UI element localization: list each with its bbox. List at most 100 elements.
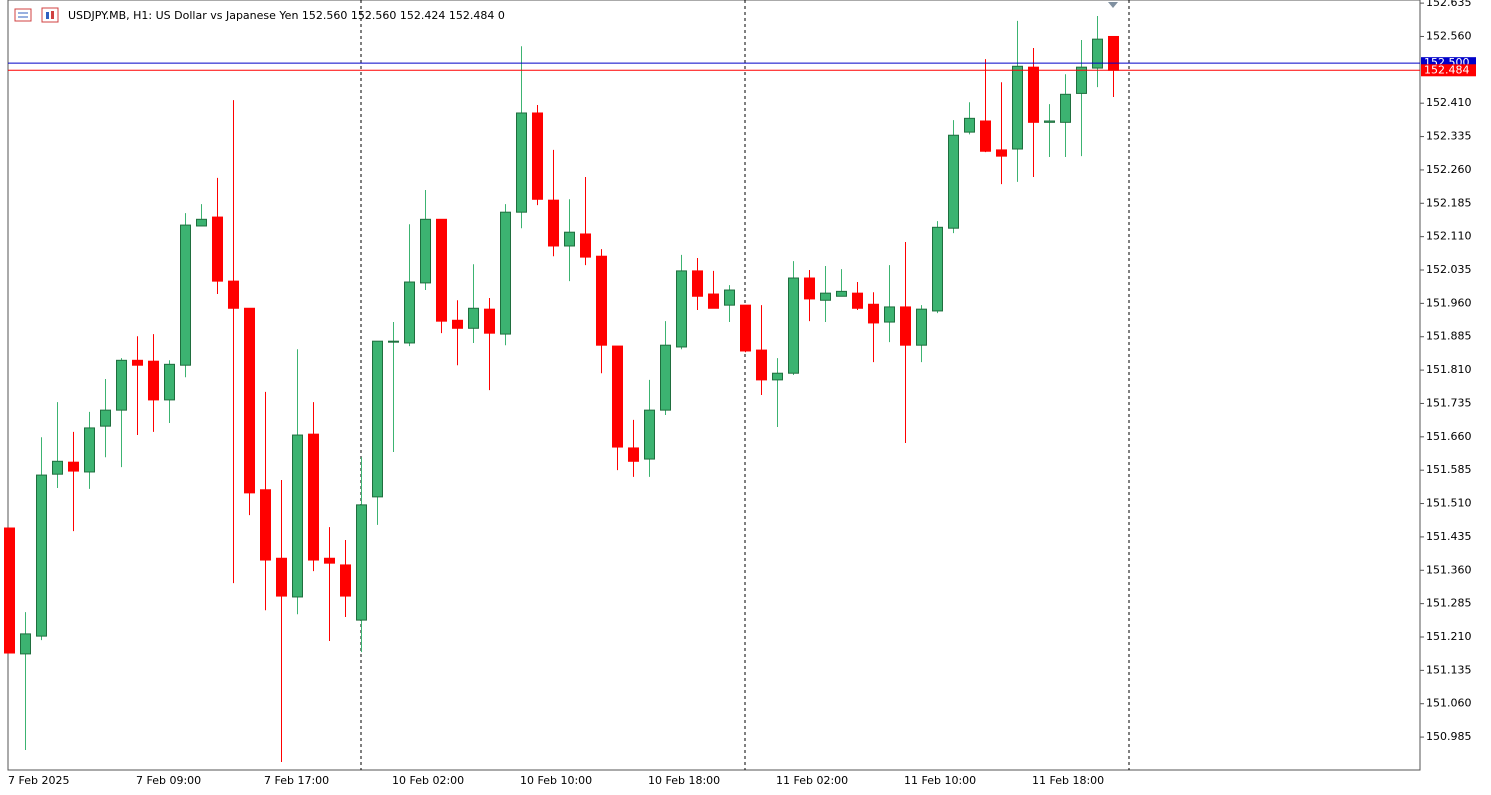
candle-body xyxy=(148,360,159,401)
candle-body xyxy=(212,216,223,282)
candle-body xyxy=(756,349,767,381)
candle-body xyxy=(68,461,79,472)
y-tick-label: 152.560 xyxy=(1426,29,1472,42)
candle-body xyxy=(1060,93,1071,123)
candle-body xyxy=(228,280,239,309)
candle-body xyxy=(980,120,991,152)
candle-body xyxy=(196,218,207,227)
candle-body xyxy=(916,308,927,346)
candle-body xyxy=(1044,120,1055,123)
y-tick-label: 151.885 xyxy=(1426,330,1472,343)
candle-body xyxy=(484,308,495,334)
icon[interactable] xyxy=(41,7,59,23)
shift-marker xyxy=(1108,2,1118,8)
candle-body xyxy=(996,149,1007,157)
candle-body xyxy=(164,363,175,401)
y-tick-label: 151.660 xyxy=(1426,430,1472,443)
y-tick-label: 152.335 xyxy=(1426,130,1472,143)
candle-body xyxy=(372,340,383,498)
candle-body xyxy=(612,345,623,448)
candle-body xyxy=(676,270,687,348)
candle-body xyxy=(644,409,655,460)
x-tick-label: 11 Feb 10:00 xyxy=(904,774,976,787)
candle-body xyxy=(452,319,463,329)
candle-body xyxy=(804,277,815,300)
y-tick-label: 152.410 xyxy=(1426,96,1472,109)
candle-body xyxy=(580,233,591,258)
candle-body xyxy=(20,633,31,655)
candle-body xyxy=(100,409,111,427)
candle-body xyxy=(132,359,143,366)
icon[interactable] xyxy=(14,8,32,22)
candle-body xyxy=(36,474,47,637)
y-tick-label: 151.585 xyxy=(1426,463,1472,476)
candle-body xyxy=(548,199,559,247)
y-tick-label: 150.985 xyxy=(1426,730,1472,743)
candle-body xyxy=(708,293,719,309)
y-tick-label: 152.035 xyxy=(1426,263,1472,276)
candle-body xyxy=(356,504,367,621)
candle-body xyxy=(260,489,271,561)
candle-body xyxy=(1076,66,1087,94)
candle-body xyxy=(724,289,735,306)
candle-body xyxy=(740,304,751,352)
candle-body xyxy=(964,117,975,133)
candle-body xyxy=(4,527,15,654)
candle-body xyxy=(948,134,959,229)
candle-body xyxy=(532,112,543,200)
candle-body xyxy=(388,340,399,343)
x-tick-label: 7 Feb 09:00 xyxy=(136,774,201,787)
x-tick-label: 10 Feb 18:00 xyxy=(648,774,720,787)
candle-body xyxy=(516,112,527,213)
plot-frame xyxy=(7,0,1421,771)
candle-body xyxy=(788,277,799,374)
icon-bar xyxy=(46,12,49,19)
x-tick-label: 10 Feb 10:00 xyxy=(520,774,592,787)
candle-body xyxy=(772,372,783,381)
candle-body xyxy=(820,292,831,301)
candle-body xyxy=(628,447,639,462)
y-tick-label: 152.110 xyxy=(1426,230,1472,243)
candle-body xyxy=(292,434,303,598)
y-tick-label: 151.210 xyxy=(1426,630,1472,643)
candle-body xyxy=(1092,38,1103,69)
candle-body xyxy=(868,303,879,324)
candle-body xyxy=(852,292,863,309)
candle-body xyxy=(436,218,447,322)
candle-body xyxy=(932,226,943,312)
x-tick-label: 7 Feb 17:00 xyxy=(264,774,329,787)
y-tick-label: 151.360 xyxy=(1426,563,1472,576)
icon-bar xyxy=(51,11,54,19)
y-tick-label: 151.135 xyxy=(1426,663,1472,676)
candle-body xyxy=(660,344,671,411)
candle-body xyxy=(1108,35,1119,71)
candle-body xyxy=(900,306,911,346)
candle-body xyxy=(420,218,431,284)
candle-body xyxy=(276,557,287,597)
candle-body xyxy=(324,557,335,564)
toolbar-icons[interactable] xyxy=(14,7,59,23)
y-tick-label: 152.260 xyxy=(1426,163,1472,176)
candle-body xyxy=(404,281,415,344)
y-tick-label: 151.060 xyxy=(1426,697,1472,710)
price-label-box xyxy=(1421,64,1476,77)
y-tick-label: 151.285 xyxy=(1426,597,1472,610)
candle-body xyxy=(308,433,319,561)
y-tick-label: 151.960 xyxy=(1426,296,1472,309)
candle-body xyxy=(116,359,127,411)
candle-body xyxy=(180,224,191,366)
candle-body xyxy=(1028,66,1039,123)
candle-body xyxy=(884,306,895,323)
candle-body xyxy=(52,460,63,475)
y-tick-label: 152.185 xyxy=(1426,196,1472,209)
y-tick-label: 151.810 xyxy=(1426,363,1472,376)
candle-body xyxy=(468,307,479,329)
candle-body xyxy=(1012,65,1023,150)
x-tick-label: 11 Feb 02:00 xyxy=(776,774,848,787)
candle-body xyxy=(340,564,351,597)
x-tick-label: 10 Feb 02:00 xyxy=(392,774,464,787)
candle-body xyxy=(564,231,575,247)
price-label: 152.484 xyxy=(1424,63,1470,76)
candle-body xyxy=(244,307,255,494)
